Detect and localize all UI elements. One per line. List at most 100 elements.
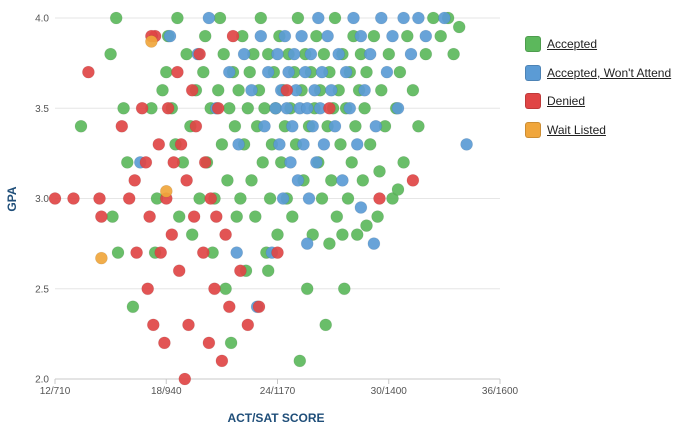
- data-point[interactable]: [287, 47, 301, 61]
- data-point[interactable]: [48, 192, 62, 205]
- legend-label[interactable]: Wait Listed: [547, 122, 606, 137]
- data-point[interactable]: [269, 101, 283, 115]
- data-point[interactable]: [185, 83, 199, 97]
- data-point[interactable]: [180, 173, 194, 187]
- data-point[interactable]: [256, 155, 270, 169]
- data-point[interactable]: [109, 11, 123, 25]
- data-point[interactable]: [319, 318, 333, 332]
- data-point[interactable]: [254, 29, 268, 43]
- data-point[interactable]: [291, 11, 305, 25]
- data-point[interactable]: [82, 65, 95, 79]
- data-point[interactable]: [154, 246, 168, 260]
- data-point[interactable]: [330, 210, 344, 224]
- data-point[interactable]: [309, 155, 323, 169]
- data-point[interactable]: [232, 137, 246, 151]
- data-point[interactable]: [300, 237, 314, 251]
- data-point[interactable]: [271, 228, 284, 242]
- data-point[interactable]: [159, 184, 173, 198]
- data-point[interactable]: [282, 65, 296, 79]
- data-point[interactable]: [315, 192, 329, 205]
- data-point[interactable]: [93, 192, 106, 205]
- data-point[interactable]: [245, 83, 258, 97]
- data-point[interactable]: [348, 119, 362, 133]
- legend-item-accepted-wont-attend[interactable]: Accepted, Won't Attend: [525, 59, 675, 88]
- data-point[interactable]: [324, 173, 338, 187]
- data-point[interactable]: [220, 173, 234, 187]
- data-point[interactable]: [276, 192, 290, 205]
- data-point[interactable]: [360, 65, 373, 79]
- data-point[interactable]: [343, 101, 357, 115]
- data-point[interactable]: [393, 65, 407, 79]
- data-point[interactable]: [196, 246, 210, 260]
- data-point[interactable]: [143, 210, 157, 224]
- data-point[interactable]: [397, 155, 411, 169]
- data-point[interactable]: [391, 183, 405, 196]
- data-point[interactable]: [358, 83, 372, 97]
- data-point[interactable]: [300, 101, 314, 115]
- data-point[interactable]: [380, 65, 394, 79]
- data-point[interactable]: [219, 282, 233, 296]
- data-point[interactable]: [328, 119, 342, 133]
- data-point[interactable]: [193, 47, 207, 61]
- data-point[interactable]: [278, 29, 292, 43]
- data-point[interactable]: [180, 47, 194, 61]
- data-point[interactable]: [202, 336, 216, 350]
- data-point[interactable]: [126, 300, 140, 314]
- data-point[interactable]: [156, 83, 169, 97]
- data-point[interactable]: [211, 83, 225, 97]
- data-point[interactable]: [233, 192, 247, 205]
- data-point[interactable]: [386, 192, 399, 205]
- data-point[interactable]: [165, 228, 179, 242]
- data-point[interactable]: [437, 11, 451, 25]
- data-point[interactable]: [285, 119, 299, 133]
- data-point[interactable]: [337, 282, 351, 296]
- data-point[interactable]: [241, 101, 255, 115]
- data-point[interactable]: [187, 210, 201, 224]
- data-point[interactable]: [172, 210, 186, 224]
- data-point[interactable]: [163, 29, 177, 43]
- data-point[interactable]: [159, 65, 173, 79]
- data-point[interactable]: [280, 101, 294, 115]
- data-point[interactable]: [335, 228, 349, 242]
- data-point[interactable]: [95, 210, 108, 224]
- data-point[interactable]: [146, 318, 160, 332]
- data-point[interactable]: [189, 119, 203, 133]
- data-point[interactable]: [104, 47, 117, 61]
- data-point[interactable]: [295, 29, 309, 43]
- data-point[interactable]: [222, 101, 236, 115]
- data-point[interactable]: [411, 11, 425, 25]
- data-point[interactable]: [208, 282, 221, 296]
- data-point[interactable]: [285, 210, 299, 224]
- data-point[interactable]: [434, 29, 448, 43]
- data-point[interactable]: [297, 137, 310, 151]
- data-point[interactable]: [324, 83, 338, 97]
- data-point[interactable]: [317, 137, 331, 151]
- data-point[interactable]: [67, 192, 80, 205]
- legend-label[interactable]: Accepted, Won't Attend: [547, 65, 672, 80]
- data-point[interactable]: [122, 192, 136, 205]
- data-point[interactable]: [233, 264, 247, 278]
- data-point[interactable]: [217, 47, 231, 61]
- data-point[interactable]: [120, 155, 134, 169]
- legend-label[interactable]: Denied: [547, 94, 586, 109]
- legend-item-accepted[interactable]: Accepted: [525, 30, 675, 59]
- data-point[interactable]: [345, 155, 359, 169]
- data-point[interactable]: [185, 228, 199, 242]
- data-point[interactable]: [400, 29, 414, 43]
- data-point[interactable]: [170, 11, 184, 25]
- data-point[interactable]: [161, 101, 175, 115]
- data-point[interactable]: [317, 47, 331, 61]
- data-point[interactable]: [252, 300, 266, 314]
- data-point[interactable]: [411, 119, 425, 133]
- data-point[interactable]: [335, 173, 349, 187]
- data-point[interactable]: [371, 210, 385, 224]
- data-point[interactable]: [300, 282, 314, 296]
- data-point[interactable]: [360, 219, 373, 233]
- data-point[interactable]: [237, 47, 251, 61]
- data-point[interactable]: [328, 11, 342, 25]
- data-point[interactable]: [339, 65, 353, 79]
- legend-item-denied[interactable]: Denied: [525, 87, 675, 116]
- data-point[interactable]: [198, 155, 212, 169]
- data-point[interactable]: [460, 137, 474, 151]
- data-point[interactable]: [115, 119, 129, 133]
